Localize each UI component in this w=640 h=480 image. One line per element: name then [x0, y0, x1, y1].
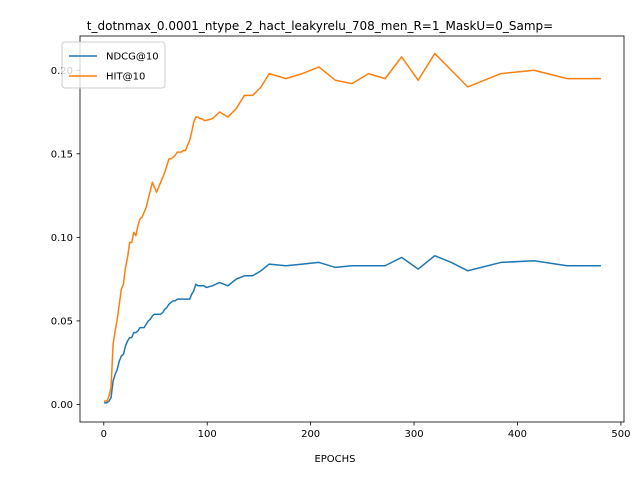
- chart-title: t_dotnmax_0.0001_ntype_2_hact_leakyrelu_…: [87, 19, 553, 33]
- x-axis-ticks: 0 100 200 300 400 500: [101, 422, 630, 440]
- series-line-hit-10: [104, 52, 601, 402]
- y-axis-ticks: 0.000.050.100.150.20: [51, 66, 80, 411]
- x-axis-label: EPOCHS: [314, 454, 355, 465]
- legend-label: NDCG@10: [106, 52, 159, 63]
- series-line-ndcg-10: [104, 254, 601, 404]
- y-tick-label: 0.00: [51, 400, 73, 411]
- legend-label: HIT@10: [106, 72, 145, 83]
- series-layer: [104, 52, 601, 404]
- y-tick-label: 0.15: [51, 149, 73, 160]
- legend: NDCG@10 HIT@10: [61, 41, 166, 89]
- x-tick-label: 200: [301, 429, 320, 440]
- y-tick-label: 0.10: [51, 233, 73, 244]
- y-tick-label: 0.05: [51, 316, 73, 327]
- x-tick-label: 0: [101, 429, 107, 440]
- x-tick-label: 400: [508, 429, 527, 440]
- axes-frame: [79, 35, 625, 423]
- x-tick-label: 300: [405, 429, 424, 440]
- x-tick-label: 100: [198, 429, 217, 440]
- x-tick-label: 500: [611, 429, 630, 440]
